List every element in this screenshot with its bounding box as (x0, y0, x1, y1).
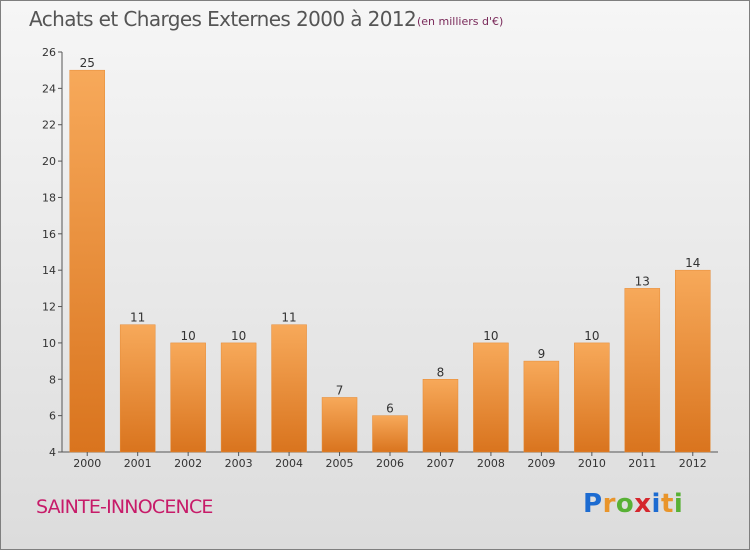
bar (220, 342, 257, 453)
logo-letter: P (583, 489, 603, 519)
logo-letter: i (673, 489, 684, 519)
bar-value-label: 10 (181, 329, 196, 343)
bar-value-label: 7 (336, 383, 344, 397)
x-tick-label: 2012 (679, 457, 707, 470)
y-tick-label: 22 (42, 119, 56, 132)
bar-value-label: 10 (483, 329, 498, 343)
bar (271, 324, 307, 453)
bar-value-label: 6 (386, 402, 394, 416)
bar (624, 288, 661, 453)
bar (422, 379, 459, 453)
x-tick-label: 2010 (578, 457, 606, 470)
bar-value-label: 10 (231, 329, 246, 343)
bar-value-label: 11 (130, 311, 145, 325)
y-tick-label: 26 (42, 46, 56, 59)
logo-letter: o (615, 489, 635, 519)
y-tick-label: 24 (42, 82, 56, 95)
bar (574, 342, 610, 453)
y-tick-label: 8 (49, 373, 56, 386)
x-tick-label: 2003 (225, 457, 253, 470)
x-tick-label: 2004 (275, 457, 303, 470)
bar-value-label: 25 (80, 56, 95, 70)
y-tick-label: 6 (49, 410, 56, 423)
bar (321, 397, 358, 453)
bar-value-label: 8 (437, 365, 445, 379)
logo-letter: x (634, 489, 652, 519)
x-tick-label: 2011 (628, 457, 656, 470)
bar-value-label: 14 (685, 256, 700, 270)
y-tick-label: 16 (42, 228, 56, 241)
logo-letter: t (660, 489, 674, 519)
bar (675, 269, 711, 453)
bar-value-label: 9 (538, 347, 546, 361)
bar-value-label: 13 (635, 274, 650, 288)
logo-letter: r (602, 489, 616, 519)
bar (69, 69, 105, 453)
logo-letter: i (651, 489, 661, 519)
plot-area: 4 6 8 10 12 14 16 18 20 22 24 26 25 2000 11 2001 10 2002 1… (42, 46, 718, 470)
x-tick-label: 2009 (527, 457, 555, 470)
proxiti-logo: Proxiti (583, 489, 683, 519)
y-tick-label: 14 (42, 264, 56, 277)
y-tick-label: 18 (42, 191, 56, 204)
bar-value-label: 11 (281, 311, 296, 325)
y-tick-label: 10 (42, 337, 56, 350)
x-tick-label: 2008 (477, 457, 505, 470)
x-tick-label: 2001 (124, 457, 152, 470)
x-tick-label: 2005 (326, 457, 354, 470)
bar (523, 360, 560, 453)
bar (372, 415, 408, 453)
chart-unit: (en milliers d'€) (417, 15, 504, 28)
bar (473, 342, 509, 453)
y-tick-label: 12 (42, 301, 56, 314)
y-tick-label: 20 (42, 155, 56, 168)
y-tick-label: 4 (49, 446, 56, 459)
bar-value-label: 10 (584, 329, 599, 343)
x-tick-label: 2000 (73, 457, 101, 470)
bar (170, 342, 206, 453)
x-tick-label: 2006 (376, 457, 404, 470)
bar (119, 324, 156, 453)
x-tick-label: 2002 (174, 457, 202, 470)
x-tick-label: 2007 (426, 457, 454, 470)
chart-title: Achats et Charges Externes 2000 à 2012 (29, 7, 417, 31)
commune-name: SAINTE-INNOCENCE (36, 496, 213, 518)
